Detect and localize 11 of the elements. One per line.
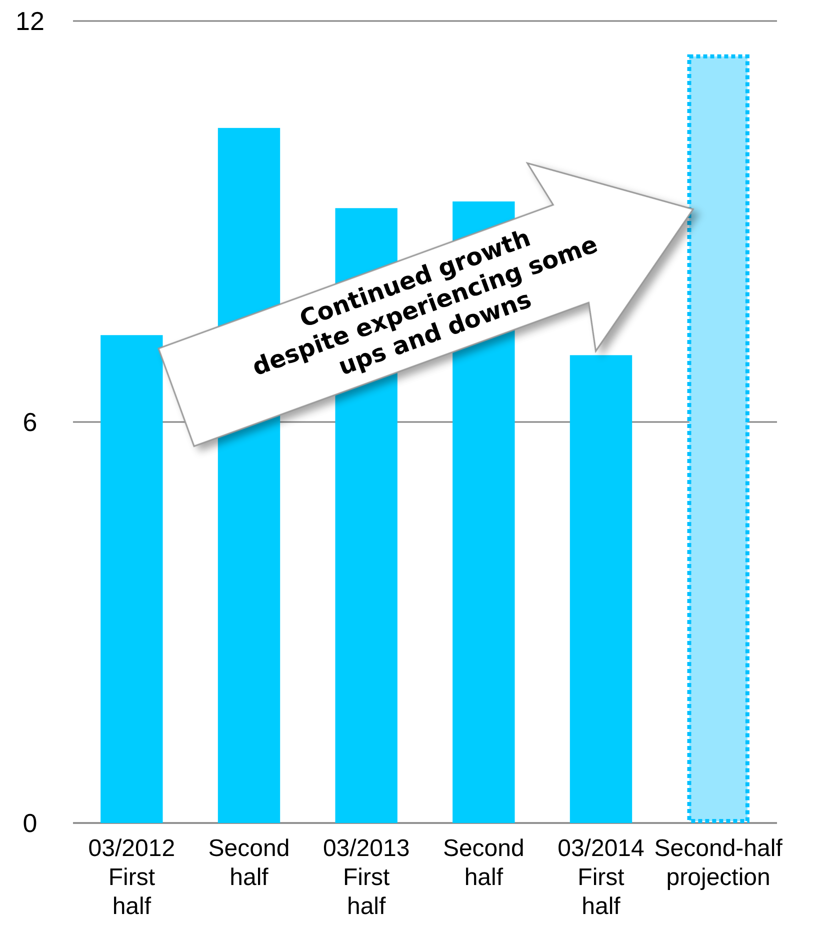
y-tick-label: 12 [16,6,44,36]
x-tick-label: Second half [442,835,524,891]
x-tick-label: 03/2014 First half [558,835,644,920]
x-tick-label: 03/2012 First half [88,835,176,920]
x-tick-label: Second-half projection [654,835,783,891]
x-tick-label: 03/2013 First half [322,835,410,920]
y-tick-label: 0 [22,808,38,838]
y-tick-label: 6 [22,407,38,438]
x-tick-label: Second half [208,835,290,891]
bar [570,355,632,823]
bar [100,335,163,823]
